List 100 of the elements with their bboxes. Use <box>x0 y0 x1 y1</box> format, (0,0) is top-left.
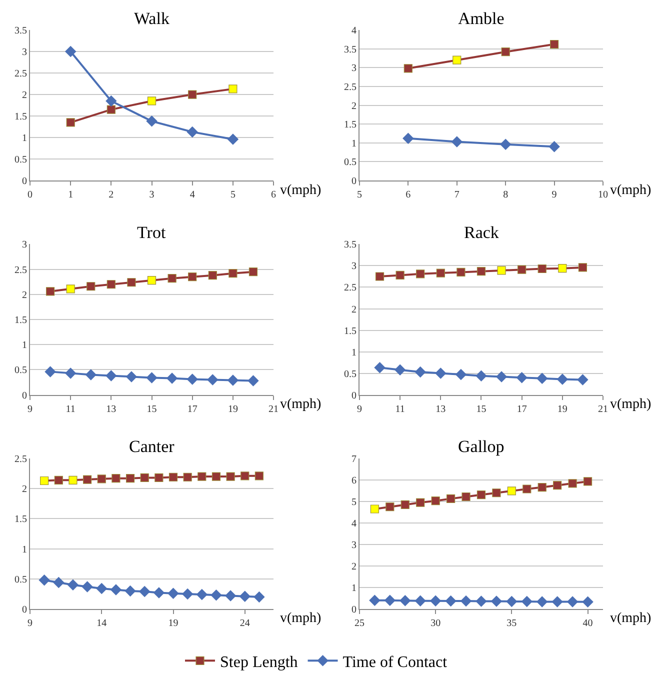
x-tick-label: 40 <box>582 618 593 629</box>
point <box>558 264 567 273</box>
point <box>240 472 250 480</box>
point <box>521 596 532 607</box>
y-tick-label: 1 <box>351 347 356 358</box>
point <box>582 596 594 608</box>
point <box>124 585 136 596</box>
point <box>400 595 411 606</box>
point <box>248 375 259 386</box>
x-tick-label: 21 <box>268 404 279 415</box>
point <box>147 276 156 285</box>
x-tick-label: 17 <box>187 404 198 415</box>
point <box>394 364 406 376</box>
x-tick-label: 6 <box>406 190 411 201</box>
point <box>112 474 120 483</box>
point <box>40 476 49 486</box>
point <box>198 472 206 481</box>
y-tick-label: 1.5 <box>14 112 27 123</box>
point <box>538 264 546 274</box>
point <box>126 474 135 483</box>
point <box>46 287 55 296</box>
point <box>414 366 426 378</box>
point <box>106 370 117 382</box>
point <box>210 590 222 601</box>
point <box>225 590 236 602</box>
y-tick-label: 0 <box>351 390 356 402</box>
y-tick-label: 1 <box>22 133 27 144</box>
x-tick-label: 19 <box>228 404 238 415</box>
x-tick-label: 11 <box>395 404 405 415</box>
point <box>186 374 198 385</box>
x-tick-label: 15 <box>146 404 157 415</box>
point <box>476 596 487 607</box>
point <box>207 374 218 386</box>
point <box>65 46 76 58</box>
point <box>168 588 179 599</box>
point <box>147 96 156 106</box>
point <box>492 488 501 498</box>
y-tick-label: 3.5 <box>344 240 356 251</box>
point <box>506 596 518 607</box>
point <box>456 268 466 276</box>
x-tick-label: 11 <box>66 404 76 415</box>
point <box>490 596 502 607</box>
point <box>451 136 462 148</box>
point <box>414 595 426 606</box>
x-tick-label: 4 <box>190 190 195 201</box>
y-tick-label: 5 <box>351 496 356 508</box>
x-tick-label: 1 <box>68 190 74 201</box>
point <box>402 132 414 144</box>
point <box>386 502 394 512</box>
point <box>106 95 117 106</box>
point <box>106 105 116 114</box>
x-axis-title: v(mph) <box>610 397 652 412</box>
point <box>496 371 508 382</box>
y-tick-label: 7 <box>351 454 356 465</box>
point <box>83 475 92 484</box>
x-tick-label: 25 <box>354 618 364 629</box>
x-tick-label: 21 <box>598 404 608 415</box>
point <box>522 484 532 494</box>
y-tick-label: 3 <box>351 261 356 272</box>
point <box>567 596 578 608</box>
y-tick-label: 1 <box>22 544 27 556</box>
y-tick-label: 3.5 <box>344 44 356 56</box>
point <box>583 477 592 486</box>
y-tick-label: 2.5 <box>14 264 27 276</box>
y-tick-label: 0.5 <box>14 574 27 586</box>
y-tick-label: 0.5 <box>14 365 27 376</box>
point <box>110 584 122 596</box>
y-tick-label: 0 <box>22 176 27 188</box>
x-tick-label: 9 <box>28 618 32 629</box>
point <box>44 366 56 378</box>
point <box>455 369 466 380</box>
point <box>38 574 50 586</box>
x-tick-label: 6 <box>271 190 276 201</box>
point <box>476 490 486 500</box>
x-tick-label: 10 <box>598 190 608 201</box>
chart-title: Amble <box>458 9 504 28</box>
y-tick-label: 1 <box>351 138 356 150</box>
point <box>85 369 96 380</box>
y-tick-label: 3 <box>22 47 27 58</box>
point <box>446 494 456 503</box>
point <box>430 595 442 606</box>
y-tick-label: 3.5 <box>14 26 27 36</box>
point <box>501 48 510 56</box>
point <box>96 583 108 594</box>
point <box>416 270 425 278</box>
point <box>54 476 63 484</box>
point <box>168 472 178 482</box>
point <box>404 64 412 73</box>
x-axis-title: v(mph) <box>610 611 652 626</box>
y-tick-label: 0.5 <box>344 368 356 380</box>
point <box>196 589 208 600</box>
x-tick-label: 19 <box>168 618 178 629</box>
y-tick-label: 2 <box>351 100 356 112</box>
y-tick-label: 2.5 <box>344 82 356 93</box>
point <box>369 594 380 606</box>
point <box>500 138 512 150</box>
point <box>227 374 238 386</box>
chart-title: Trot <box>137 223 166 242</box>
x-tick-label: 8 <box>503 190 508 201</box>
point <box>228 269 238 278</box>
